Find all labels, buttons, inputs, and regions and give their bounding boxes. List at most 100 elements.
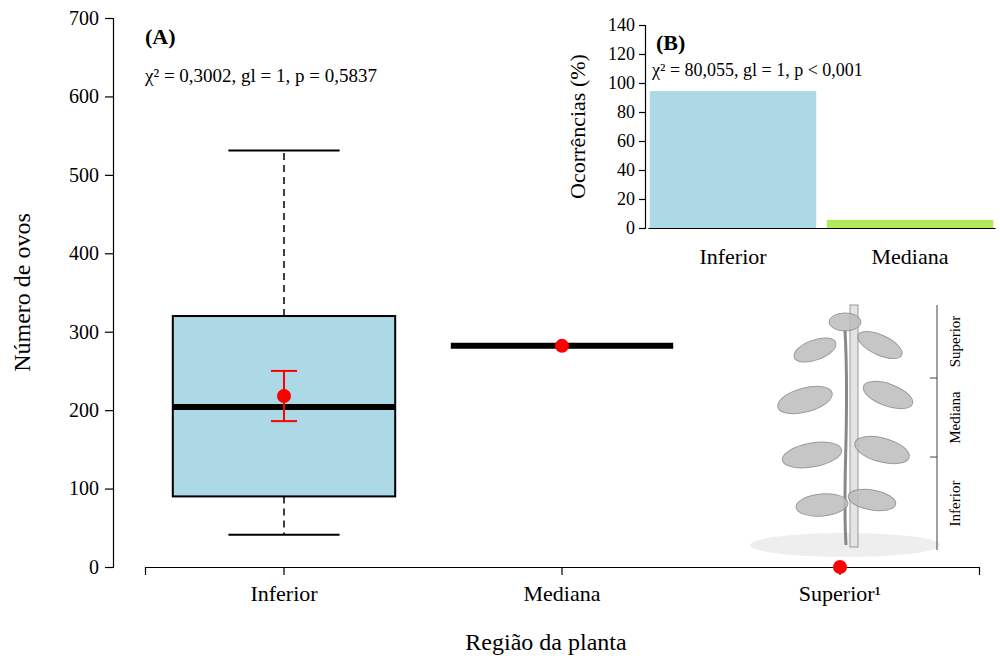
tick-mark <box>105 332 113 333</box>
x-axis-title: Região da planta <box>465 629 627 655</box>
region-label: Mediana <box>947 391 963 444</box>
y-axis: 0 100 200 300 400 500 600 700 <box>69 7 114 578</box>
region-label: Inferior <box>947 481 963 527</box>
tick: 0 <box>626 218 645 238</box>
leaf <box>847 486 898 514</box>
axis-line <box>639 26 646 229</box>
tick-label: Superior¹ <box>799 581 881 606</box>
mean-point <box>555 339 569 353</box>
tick: 400 <box>69 242 113 264</box>
tick: 500 <box>69 164 113 186</box>
tick: Mediana <box>872 228 949 269</box>
tick-label: 200 <box>69 399 99 421</box>
region-label: Superior <box>947 316 963 368</box>
panel-label: (B) <box>656 30 685 55</box>
tick-mark <box>105 410 113 411</box>
bar <box>827 220 993 228</box>
region-scale <box>937 305 938 550</box>
annotation: χ² = 80,055, gl = 1, p < 0,001 <box>651 60 863 80</box>
tick-label: 300 <box>69 321 99 343</box>
error-bar-cap <box>271 420 297 422</box>
tick: 0 <box>89 556 113 578</box>
stake <box>850 305 858 547</box>
tick-label: 500 <box>69 164 99 186</box>
leaf <box>852 431 912 469</box>
leaf <box>780 438 843 472</box>
figure: InferiorMedianaSuperior01002003004005006… <box>0 0 1000 665</box>
tick: 80 <box>617 102 645 122</box>
tick: 700 <box>69 7 113 29</box>
whisker-cap <box>228 534 339 536</box>
tick: Inferior <box>250 567 318 606</box>
tick: 40 <box>617 160 645 180</box>
tick-label: 0 <box>626 218 635 238</box>
tick-label: 20 <box>617 189 635 209</box>
x-axis: Inferior Mediana Superior¹ <box>146 567 980 606</box>
tick-label: 40 <box>617 160 635 180</box>
tick-label: 100 <box>69 477 99 499</box>
upper-whisker <box>283 151 285 316</box>
error-bar <box>271 371 297 421</box>
tick-mark <box>105 488 113 489</box>
tick: 20 <box>617 189 645 209</box>
tick-label: 100 <box>608 73 635 93</box>
tick-mark <box>105 96 113 97</box>
lower-whisker <box>283 496 285 534</box>
tick-mark <box>105 567 113 568</box>
tick-mark <box>639 141 645 142</box>
tick-mark <box>639 199 645 200</box>
tick: 100 <box>69 477 113 499</box>
annotation: χ² = 0,3002, gl = 1, p = 0,5837 <box>144 65 377 86</box>
plant-illustration <box>750 305 940 557</box>
plot-b-marks <box>650 91 993 228</box>
tick-label: Mediana <box>872 244 949 269</box>
tick: 600 <box>69 85 113 107</box>
region-tick <box>930 457 937 458</box>
tick-label: 120 <box>608 44 635 64</box>
tick-label: 700 <box>69 7 99 29</box>
tick: 60 <box>617 131 645 151</box>
tick-label: 400 <box>69 242 99 264</box>
tick-mark <box>105 175 113 176</box>
tick: 300 <box>69 321 113 343</box>
tick-mark <box>639 83 645 84</box>
box <box>173 151 395 535</box>
tick-mark <box>105 253 113 254</box>
leaf <box>795 492 849 518</box>
tick-mark <box>639 228 645 229</box>
axis-line <box>105 19 114 568</box>
y-axis-title: Ocorrências (%) <box>565 54 590 199</box>
region-tick <box>930 378 937 379</box>
leaf <box>775 381 835 419</box>
tick-label: 60 <box>617 131 635 151</box>
inset-x-axis: Inferior Mediana <box>649 228 996 269</box>
tick: 100 <box>608 73 645 93</box>
tick: 140 <box>608 15 645 35</box>
leaf <box>854 326 906 364</box>
tick-mark <box>639 25 645 26</box>
tick-mark <box>639 54 645 55</box>
leaf <box>791 333 839 367</box>
tick-label: Inferior <box>699 244 767 269</box>
y-axis-title: Número de ovos <box>9 213 35 372</box>
error-bar-cap <box>271 370 297 372</box>
axis-line <box>146 568 980 576</box>
bar <box>650 91 816 228</box>
panel-label: (A) <box>145 24 176 49</box>
tick: Mediana <box>524 567 601 606</box>
tick-mark <box>283 567 284 575</box>
tick-mark <box>561 567 562 575</box>
tick-label: 0 <box>89 556 99 578</box>
tick: 200 <box>69 399 113 421</box>
leaf <box>829 313 861 331</box>
tick-mark <box>639 112 645 113</box>
mean-point <box>277 389 291 403</box>
tick: 120 <box>608 44 645 64</box>
tick-label: 600 <box>69 85 99 107</box>
axis-line <box>649 228 996 229</box>
tick-mark <box>105 18 113 19</box>
inset-y-axis: 0 20 40 60 80 100 120 140 <box>608 15 646 238</box>
box-body <box>173 316 395 496</box>
whisker-cap <box>228 150 339 152</box>
tick: Inferior <box>699 228 767 269</box>
